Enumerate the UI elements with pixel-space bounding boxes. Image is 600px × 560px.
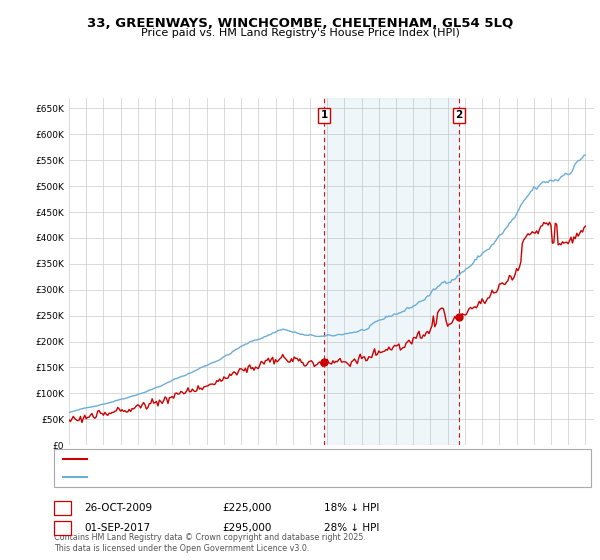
- Text: Contains HM Land Registry data © Crown copyright and database right 2025.
This d: Contains HM Land Registry data © Crown c…: [54, 533, 366, 553]
- Text: £225,000: £225,000: [222, 503, 271, 513]
- Text: 1: 1: [59, 503, 66, 513]
- Text: HPI: Average price, detached house, Tewkesbury: HPI: Average price, detached house, Tewk…: [93, 473, 325, 482]
- Text: Price paid vs. HM Land Registry's House Price Index (HPI): Price paid vs. HM Land Registry's House …: [140, 28, 460, 38]
- Text: 1: 1: [320, 110, 328, 120]
- Text: 26-OCT-2009: 26-OCT-2009: [84, 503, 152, 513]
- Bar: [324, 98, 459, 445]
- Text: 33, GREENWAYS, WINCHCOMBE, CHELTENHAM, GL54 5LQ (detached house): 33, GREENWAYS, WINCHCOMBE, CHELTENHAM, G…: [93, 455, 452, 464]
- Text: 2: 2: [455, 110, 463, 120]
- Text: 2: 2: [59, 523, 66, 533]
- Text: 28% ↓ HPI: 28% ↓ HPI: [324, 523, 379, 533]
- Text: 33, GREENWAYS, WINCHCOMBE, CHELTENHAM, GL54 5LQ: 33, GREENWAYS, WINCHCOMBE, CHELTENHAM, G…: [87, 17, 513, 30]
- Text: 18% ↓ HPI: 18% ↓ HPI: [324, 503, 379, 513]
- Text: 01-SEP-2017: 01-SEP-2017: [84, 523, 150, 533]
- Text: £295,000: £295,000: [222, 523, 271, 533]
